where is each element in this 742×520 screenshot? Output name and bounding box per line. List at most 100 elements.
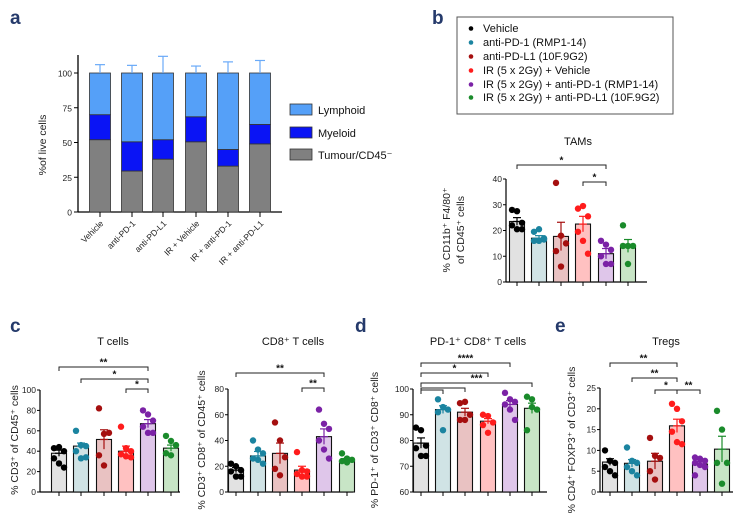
data-point [501,389,509,397]
chart-title: PD-1⁺ CD8⁺ T cells [430,336,527,348]
bar-segment-lymphoid [249,72,271,125]
data-point [668,428,676,435]
legend-item: anti-PD-1 (RMP1-14) [483,37,586,49]
data-point [540,236,548,243]
data-point [713,459,721,467]
bar-segment-myeloid [152,139,174,160]
y-tick-label: 0 [67,208,72,218]
y-tick-label: 25 [63,173,73,183]
data-point [237,473,245,480]
data-point [259,460,267,467]
data-point [633,472,641,479]
data-point [162,450,170,457]
data-point [562,240,570,247]
data-point [511,416,519,424]
data-point [513,207,521,215]
data-point [60,464,68,471]
y-tick-label: 40 [215,436,225,446]
data-point [623,444,631,451]
bar-segment-tumour-cd- [89,139,111,213]
data-point [122,453,130,460]
data-point [95,452,103,459]
data-point [417,427,425,434]
data-point [601,463,609,471]
y-tick-label: 90 [400,410,410,420]
y-tick-label: 0 [31,487,36,497]
significance-label: * [135,380,139,391]
data-point [484,429,492,436]
bar-segment-tumour-cd- [185,141,207,213]
data-point [149,417,157,424]
data-point [117,423,125,430]
data-point [254,456,262,464]
y-axis-label: % CD3⁺ of CD45⁺ cells [9,385,21,495]
y-tick-label: 30 [493,200,503,210]
bar-segment-tumour-cd- [217,165,239,213]
data-point [100,430,108,438]
data-point [579,237,587,244]
y-axis-label: % PD-1⁺ of CD3⁺ CD8⁺ cells [369,372,381,508]
y-axis-label: % CD3⁺ CD8⁺ of CD45⁺ cells [196,370,208,509]
data-point [606,468,614,475]
legend-label: Lymphoid [318,105,365,117]
bar [456,411,474,493]
y-axis-label: of CD45⁺ cells [455,196,467,264]
y-tick-label: 75 [63,103,73,113]
data-point [518,219,526,226]
legend-item: Vehicle [483,23,518,35]
data-point [315,406,323,413]
data-point [628,457,636,464]
bar-segment-tumour-cd- [249,143,271,213]
data-point [633,459,641,467]
significance-bracket [631,377,678,382]
legend-item: IR (5 x 2Gy) + anti-PD-L1 (10F.9G2) [483,92,659,104]
data-point [678,440,686,448]
data-point [55,443,63,451]
data-point [72,427,80,434]
data-point [523,393,531,400]
data-point [718,426,726,433]
data-point [149,429,157,437]
chart-title: CD8⁺ T cells [262,336,325,348]
significance-bracket [516,164,607,169]
data-point [55,460,63,467]
legend-item: IR (5 x 2Gy) + Vehicle [483,65,590,77]
y-tick-label: 60 [400,487,410,497]
significance-label: ** [651,369,659,380]
data-point [249,437,257,444]
bar-segment-myeloid [121,141,143,172]
data-point [237,466,245,474]
y-axis-label: % CD11b⁺ F4/80⁺ [441,187,453,272]
data-point [315,437,323,444]
data-point [489,419,497,426]
bar-segment-lymphoid [185,72,207,118]
chart-title: T cells [97,336,129,348]
y-tick-label: 10 [587,445,597,455]
y-tick-label: 100 [58,69,72,79]
legend-dot [468,54,474,59]
data-point [338,450,346,457]
data-point [501,401,509,408]
data-point [293,448,301,456]
y-tick-label: 0 [497,277,502,287]
bar [338,460,356,493]
bar-segment-tumour-cd- [152,158,174,213]
y-tick-label: 60 [27,426,37,436]
data-point [320,446,328,453]
y-tick-label: 20 [493,226,503,236]
panel-label-b: b [432,8,444,29]
significance-label: ** [309,379,317,390]
data-point [461,398,469,406]
data-point [530,228,538,235]
data-point [461,416,469,424]
data-point [623,463,631,471]
significance-label: *** [471,374,483,385]
data-point [325,455,333,462]
significance-label: ** [640,354,648,365]
data-point [619,222,627,229]
data-point [139,407,147,414]
y-tick-label: 50 [63,138,73,148]
legend-item: anti-PD-L1 (10F.9G2) [483,51,588,63]
data-point [439,427,447,434]
